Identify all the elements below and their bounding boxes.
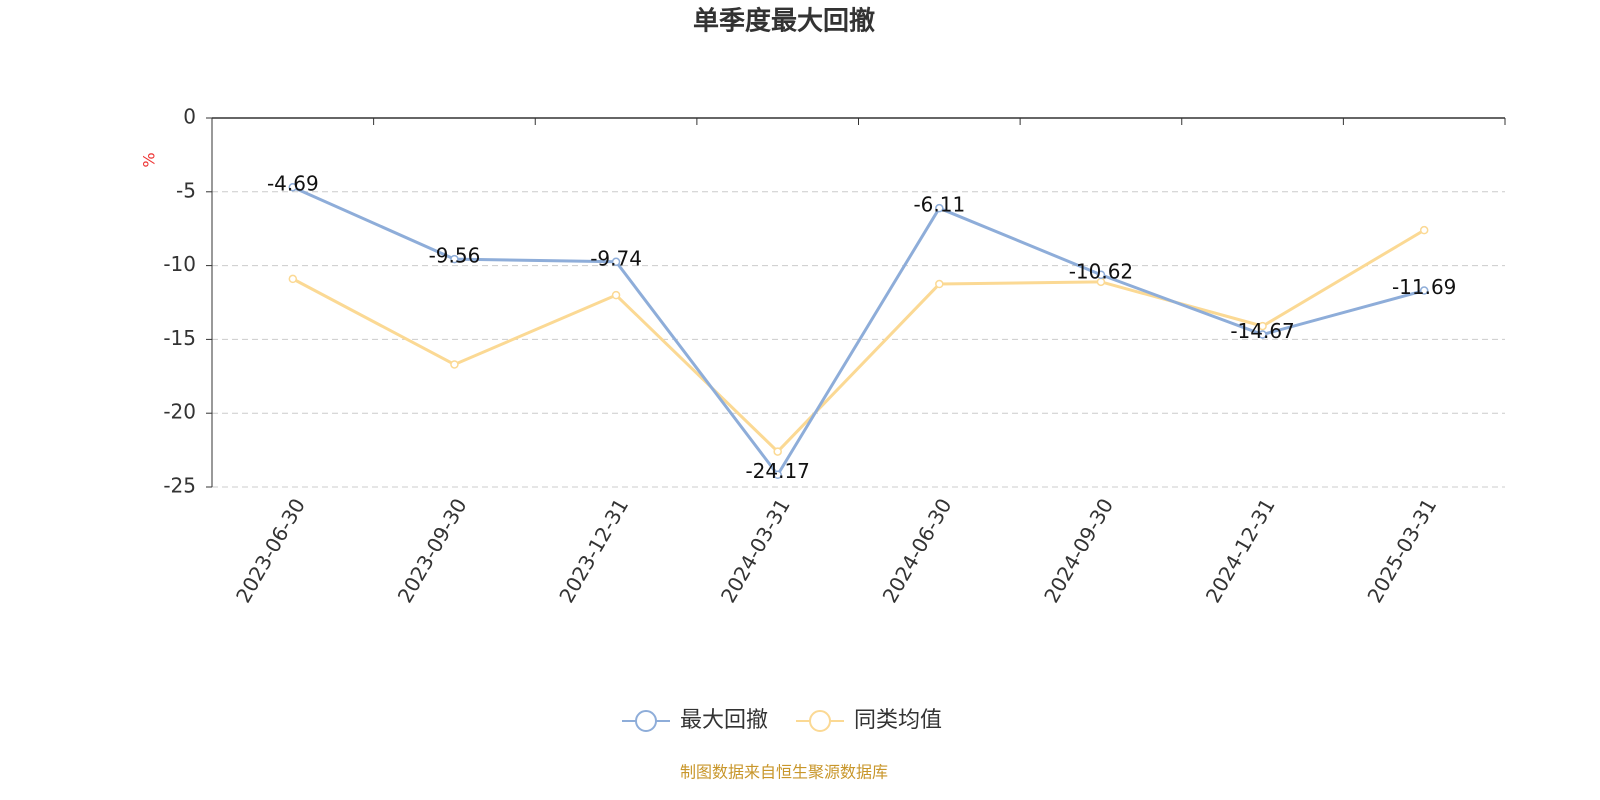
legend-label: 同类均值 bbox=[854, 708, 942, 733]
legend-label: 最大回撤 bbox=[680, 708, 768, 733]
y-axis-label: % bbox=[140, 152, 159, 167]
data-label: -9.74 bbox=[590, 246, 642, 270]
data-label: -11.69 bbox=[1392, 275, 1456, 299]
x-tick-label: 2024-03-31 bbox=[716, 494, 795, 607]
point bbox=[1419, 225, 1429, 235]
data-label: -10.62 bbox=[1069, 259, 1133, 283]
data-label: -6.11 bbox=[913, 193, 965, 217]
x-tick-label: 2024-09-30 bbox=[1039, 494, 1118, 607]
y-tick-label: -15 bbox=[163, 326, 196, 350]
data-label: -24.17 bbox=[745, 459, 809, 483]
y-tick-label: -10 bbox=[163, 252, 196, 276]
point bbox=[773, 470, 782, 479]
series-line bbox=[292, 185, 1425, 478]
point bbox=[1096, 270, 1106, 280]
data-label: -14.67 bbox=[1230, 319, 1294, 343]
legend-marker bbox=[635, 710, 657, 732]
source-note: 制图数据来自恒生聚源数据库 bbox=[680, 763, 888, 782]
x-tick-label: 2023-06-30 bbox=[231, 494, 310, 607]
x-tick-label: 2023-09-30 bbox=[393, 494, 472, 607]
point bbox=[1258, 330, 1267, 339]
chart-title: 单季度最大回撤 bbox=[693, 6, 875, 37]
series-line bbox=[292, 228, 1425, 454]
point bbox=[935, 203, 944, 213]
x-tick-label: 2024-06-30 bbox=[878, 494, 957, 607]
x-tick-label: 2024-12-31 bbox=[1201, 494, 1280, 607]
point bbox=[450, 254, 459, 264]
point bbox=[1419, 286, 1429, 295]
legend-marker bbox=[809, 710, 831, 732]
y-tick-label: -5 bbox=[176, 178, 196, 202]
point bbox=[450, 360, 459, 369]
point bbox=[288, 274, 298, 284]
point bbox=[935, 279, 944, 289]
data-label: -4.69 bbox=[267, 172, 319, 196]
data-label: -9.56 bbox=[429, 244, 481, 268]
y-tick-label: -25 bbox=[163, 474, 196, 498]
x-tick-label: 2023-12-31 bbox=[554, 494, 633, 607]
point bbox=[288, 182, 298, 192]
point bbox=[773, 447, 782, 456]
point bbox=[611, 290, 621, 300]
point bbox=[611, 257, 621, 267]
y-tick-label: -20 bbox=[163, 400, 196, 424]
y-tick-label: 0 bbox=[183, 105, 196, 129]
x-tick-label: 2025-03-31 bbox=[1362, 494, 1441, 607]
point bbox=[1258, 321, 1267, 331]
